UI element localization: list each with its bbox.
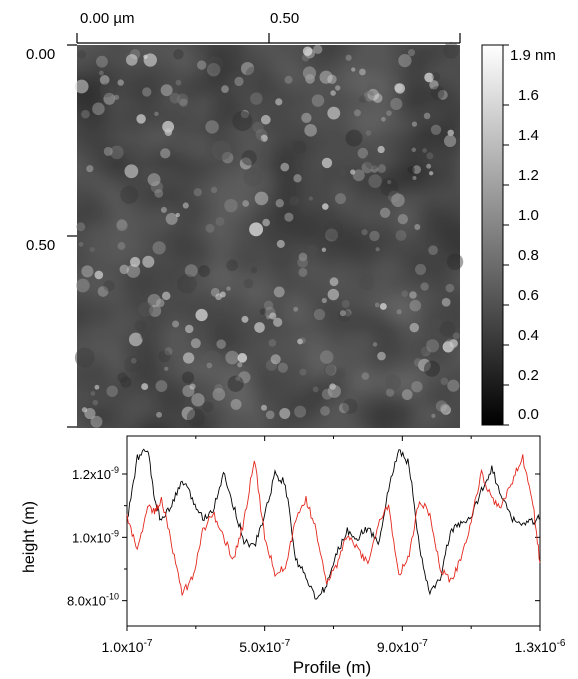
x-tick-label: 1.0x10-7 <box>102 638 153 655</box>
y-tick-label: 8.0x10-10 <box>67 592 119 609</box>
x-axis-title: Profile (m) <box>293 658 371 677</box>
colorbar-label-6: 0.6 <box>518 287 539 304</box>
image-y-label-0: 0.00 <box>26 46 56 63</box>
afm-image-panel <box>67 33 509 428</box>
profile-series-0 <box>126 448 541 600</box>
image-x-label-1: 0.50 <box>270 10 300 27</box>
colorbar-label-3: 1.2 <box>518 167 539 184</box>
image-axes <box>67 33 461 428</box>
profile-chart: 1.0x10-7 5.0x10-7 9.0x10-7 1.3x10-6 1.2x10-… <box>21 435 566 677</box>
y-tick-label: 1.2x10-9 <box>72 465 119 482</box>
profile-series-1 <box>126 454 541 596</box>
afm-height-image <box>74 42 464 428</box>
colorbar-label-1: 1.6 <box>518 87 539 104</box>
colorbar-label-9: 0.0 <box>518 406 539 423</box>
x-tick-label: 5.0x10-7 <box>239 638 290 655</box>
image-y-label-1: 0.50 <box>26 237 56 254</box>
x-tick-label: 9.0x10-7 <box>377 638 428 655</box>
colorbar <box>481 44 504 426</box>
image-x-label-0: 0.00 µm <box>80 10 135 27</box>
colorbar-label-5: 0.8 <box>518 247 539 264</box>
y-tick-label: 1.0x10-9 <box>72 528 119 545</box>
plot-area <box>126 435 541 627</box>
colorbar-label-0: 1.9 nm <box>510 47 556 64</box>
colorbar-label-4: 1.0 <box>518 207 539 224</box>
y-axis-title: height (m) <box>21 501 38 573</box>
x-tick-label: 1.3x10-6 <box>515 638 566 655</box>
colorbar-label-7: 0.4 <box>518 327 539 344</box>
colorbar-label-2: 1.4 <box>518 127 539 144</box>
colorbar-label-8: 0.2 <box>518 367 539 384</box>
